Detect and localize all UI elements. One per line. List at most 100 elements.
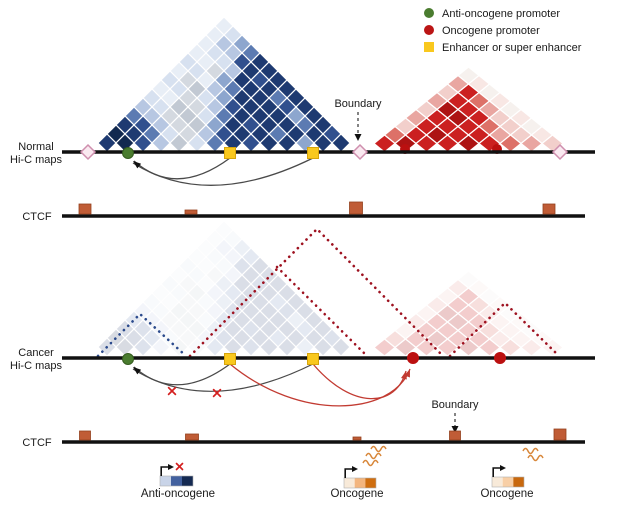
markers-layer (79, 143, 569, 365)
hic-cell (169, 319, 189, 339)
tss-arrow (344, 468, 356, 478)
hic-cell (250, 310, 270, 330)
anti-oncogene-promoter-legend-icon (424, 8, 434, 18)
gene-body-segment (354, 478, 366, 488)
hic-cell (205, 301, 225, 321)
normal-hic-label-line1: Normal (18, 141, 53, 153)
hic-cell (436, 338, 459, 357)
hic-cell (488, 329, 512, 349)
hic-cell (151, 301, 171, 321)
hic-cell (478, 321, 501, 340)
hic-cell (232, 310, 252, 330)
hic-cell (223, 301, 243, 321)
ctcf-peak (78, 203, 92, 215)
hic-cell (457, 270, 480, 289)
legend: Anti-oncogene promoter Oncogene promoter… (424, 8, 582, 54)
hic-cell (277, 319, 297, 339)
hic-cell (286, 328, 306, 348)
hijacked-enhancer-oncogene-arc (312, 363, 407, 400)
hic-cell (425, 312, 449, 332)
heatmap-layer (97, 16, 564, 357)
transcript-squiggle-icon (527, 454, 544, 462)
cancer-hic-label-line1: Cancer (18, 347, 54, 359)
hic-cell (187, 301, 207, 321)
boundary-arrowhead-icon (451, 426, 459, 433)
gene-body-segment (171, 476, 182, 486)
hic-cell (331, 337, 351, 357)
hic-cell (467, 295, 491, 315)
transcript-squiggle-icon (365, 452, 382, 460)
hic-cell (169, 283, 189, 303)
lost-interaction-cross-icon (167, 386, 177, 396)
hic-cell (467, 329, 491, 349)
hic-cell (457, 287, 480, 306)
hic-cell (169, 265, 189, 285)
hic-cell (160, 274, 180, 294)
gene-models-layer (159, 445, 544, 489)
hic-cell (277, 301, 297, 321)
oncogene-promoter-dot (494, 352, 506, 364)
hic-cell (467, 312, 491, 332)
hic-cell (259, 337, 279, 357)
arrowhead-icon (401, 371, 407, 380)
hic-cell (478, 338, 501, 357)
hic-cell (232, 328, 252, 348)
ctcf-peak (349, 201, 363, 215)
hic-cell (436, 321, 459, 340)
gene-body-segment (344, 478, 355, 488)
legend-label-anti-oncogene-promoter: Anti-oncogene promoter (442, 8, 560, 20)
hic-cell (196, 292, 216, 312)
hic-cell (241, 301, 261, 321)
hic-cell (259, 283, 279, 303)
hic-cell (488, 295, 512, 315)
hic-cell (232, 274, 252, 294)
hic-cell (205, 229, 225, 249)
hic-cell (509, 312, 533, 332)
gene-model (343, 445, 387, 489)
hic-cell (499, 304, 522, 323)
enhancer-square (307, 147, 319, 159)
hic-cell (214, 256, 234, 276)
boundary-diamond (351, 143, 369, 161)
hic-cell (467, 278, 491, 298)
gene-body-segment (513, 477, 524, 487)
hic-cell (142, 310, 162, 330)
ctcf-peaks-layer (78, 201, 567, 441)
boundary-arrowhead-icon (354, 134, 362, 141)
hic-cell (205, 265, 225, 285)
transcript-squiggle-icon (362, 459, 379, 467)
hic-cell (223, 283, 243, 303)
hic-cell (205, 247, 225, 267)
legend-label-oncogene-promoter: Oncogene promoter (442, 25, 540, 37)
boundary-diamond (551, 143, 569, 161)
gene-body-segment (502, 477, 514, 487)
hic-cell (214, 238, 234, 258)
hic-cell (304, 310, 324, 330)
boundary-top-label: Boundary (334, 98, 382, 110)
dotted-tad-red-large (188, 227, 445, 358)
hic-cell (259, 319, 279, 339)
hic-cell (277, 283, 297, 303)
hic-cell (133, 319, 153, 339)
hic-cell (187, 265, 207, 285)
ctcf-peak (79, 430, 91, 441)
hic-cell (478, 287, 501, 306)
hic-cell (488, 312, 512, 332)
lost-interaction-cross-icon (175, 462, 184, 471)
hic-cell (446, 278, 470, 298)
hic-cell (160, 310, 180, 330)
lost-enhancer-promoter-arc (133, 363, 231, 386)
legend-label-enhancer: Enhancer or super enhancer (442, 42, 582, 54)
anti-oncogene-promoter-dot (122, 147, 134, 159)
enhancer-square (224, 147, 236, 159)
enhancer-promoter-arc (132, 157, 314, 186)
hic-cell (178, 292, 198, 312)
hic-cell (214, 274, 234, 294)
hic-cell (151, 337, 171, 357)
hic-cell (304, 328, 324, 348)
hic-cell (124, 310, 144, 330)
tss-arrowhead-icon (352, 466, 358, 472)
hic-cell (499, 321, 522, 340)
hic-cell (151, 283, 171, 303)
hic-cell (250, 292, 270, 312)
